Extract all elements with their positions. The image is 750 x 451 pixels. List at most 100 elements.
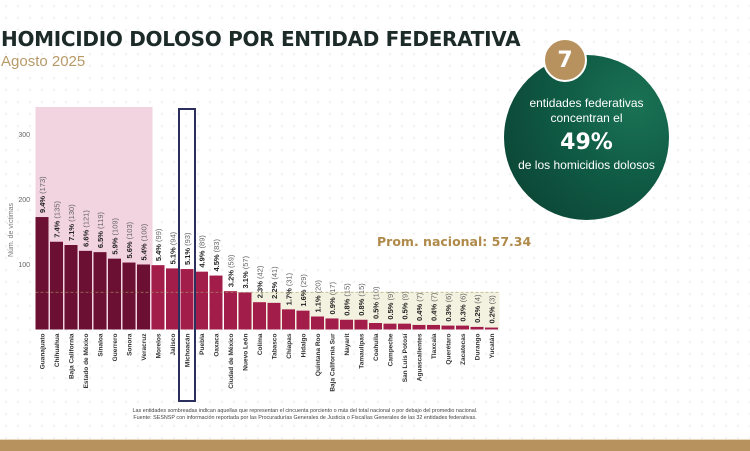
bar-chiapas bbox=[282, 309, 295, 330]
data-label-count: (59) bbox=[227, 254, 236, 268]
data-label-percent: 0.4% bbox=[415, 302, 424, 321]
callout-line2: concentran el bbox=[550, 111, 623, 125]
category-label: Querétaro bbox=[446, 333, 453, 364]
data-label-count: (109) bbox=[111, 217, 120, 235]
data-label: 6.6% (121) bbox=[82, 210, 91, 247]
callout-percent: 49% bbox=[560, 130, 613, 155]
category-label: Chihuahua bbox=[54, 333, 61, 367]
data-label-count: (7) bbox=[430, 292, 439, 302]
data-label: 0.5% (9) bbox=[386, 291, 395, 320]
callout-line1: entidades federativas bbox=[529, 96, 644, 110]
bar-nuevo-le-n bbox=[238, 292, 252, 330]
data-label-count: (103) bbox=[125, 221, 134, 239]
category-label: Baja California Sur bbox=[330, 333, 337, 392]
bar-quintana-roo bbox=[311, 316, 324, 330]
data-label-percent: 0.3% bbox=[459, 302, 468, 321]
data-label: 5.4% (100) bbox=[140, 223, 149, 260]
category-label: Sonora bbox=[127, 333, 134, 356]
data-label-count: (10) bbox=[372, 286, 381, 300]
data-label: 6.5% (119) bbox=[96, 212, 105, 249]
data-label: 0.9% (17) bbox=[328, 281, 337, 314]
data-label-percent: 3.1% bbox=[241, 269, 250, 288]
data-label: 2.2% (41) bbox=[270, 266, 279, 299]
category-label: Morelos bbox=[156, 333, 163, 358]
bar-puebla bbox=[195, 271, 208, 330]
data-label-percent: 0.5% bbox=[386, 300, 395, 319]
category-label: Ciudad de México bbox=[228, 333, 235, 388]
bar-durango bbox=[470, 326, 484, 330]
y-tick-label: 300 bbox=[18, 132, 30, 139]
page-subtitle: Agosto 2025 bbox=[1, 53, 86, 70]
category-label: Durango bbox=[475, 333, 482, 360]
bar-tamaulipas bbox=[354, 319, 368, 330]
data-label-count: (7) bbox=[415, 292, 424, 302]
data-label: 0.3% (6) bbox=[444, 293, 453, 322]
data-label: 9.4% (173) bbox=[38, 176, 47, 213]
data-label-percent: 1.6% bbox=[299, 287, 308, 306]
data-label-percent: 7.1% bbox=[67, 222, 76, 241]
category-label: Zacatecas bbox=[460, 333, 467, 365]
y-tick-label: 200 bbox=[18, 197, 30, 204]
data-label-percent: 0.2% bbox=[488, 304, 497, 323]
bar-oaxaca bbox=[209, 275, 223, 330]
callout-text-top: entidades federativas concentran el bbox=[504, 96, 669, 126]
category-label: Quintana Roo bbox=[315, 333, 322, 376]
data-label: 0.8% (15) bbox=[357, 283, 366, 316]
data-label-percent: 5.9% bbox=[111, 235, 120, 254]
category-label: Campeche bbox=[388, 333, 395, 366]
data-label-count: (6) bbox=[459, 293, 468, 303]
data-label-count: (41) bbox=[270, 266, 279, 280]
data-label-percent: 0.8% bbox=[357, 297, 366, 316]
category-label: Hidalgo bbox=[301, 333, 308, 357]
footnote-source: Fuente: SESNSP con información reportada… bbox=[133, 415, 477, 421]
bar-michoac-n bbox=[180, 269, 194, 330]
data-label-percent: 0.4% bbox=[430, 302, 439, 321]
data-label: 1.7% (31) bbox=[285, 272, 294, 305]
bar-colima bbox=[253, 302, 266, 330]
category-label: San Luis Potosí bbox=[402, 333, 409, 382]
summary-circle bbox=[504, 55, 669, 220]
bar-sonora bbox=[122, 262, 136, 330]
data-label: 5.6% (103) bbox=[125, 221, 134, 258]
count-badge: 7 bbox=[543, 38, 587, 82]
data-label: 0.5% (10) bbox=[372, 286, 381, 319]
data-label-count: (17) bbox=[328, 281, 337, 295]
data-label-count: (99) bbox=[154, 228, 163, 242]
bar-ciudad-de-m-xico bbox=[224, 291, 237, 330]
bar-morelos bbox=[151, 265, 165, 330]
data-label: 3.2% (59) bbox=[227, 254, 236, 287]
data-label: 7.4% (135) bbox=[53, 201, 62, 238]
average-label: Prom. nacional: 57.34 bbox=[377, 234, 532, 249]
bar-zacatecas bbox=[456, 325, 469, 330]
data-label-percent: 5.1% bbox=[169, 245, 178, 264]
category-label: Chiapas bbox=[286, 333, 293, 359]
category-label: Tabasco bbox=[272, 333, 279, 359]
bar-jalisco bbox=[166, 268, 179, 330]
data-label-percent: 6.5% bbox=[96, 229, 105, 248]
bar-estado-de-m-xico bbox=[79, 250, 92, 330]
category-label: Puebla bbox=[199, 333, 206, 355]
category-label: Baja California bbox=[69, 333, 76, 379]
data-label-percent: 0.5% bbox=[372, 300, 381, 319]
bar-aguascalientes bbox=[412, 324, 426, 330]
data-label: 0.3% (6) bbox=[459, 293, 468, 322]
data-label-percent: 0.3% bbox=[444, 302, 453, 321]
category-label: Nuevo León bbox=[243, 333, 250, 370]
selected-entity-outline bbox=[178, 108, 196, 402]
data-label: 4.9% (89) bbox=[198, 235, 207, 268]
data-label: 1.6% (29) bbox=[299, 274, 308, 307]
data-label-count: (31) bbox=[285, 272, 294, 286]
category-label: Tlaxcala bbox=[431, 333, 438, 359]
category-label: Jalisco bbox=[170, 333, 177, 355]
category-label: Michoacán bbox=[185, 333, 192, 367]
bar-hidalgo bbox=[296, 310, 310, 330]
data-label: 5.4% (99) bbox=[154, 228, 163, 261]
data-label-count: (9) bbox=[401, 291, 410, 301]
data-label-count: (93) bbox=[183, 232, 192, 246]
data-label: 5.1% (94) bbox=[169, 231, 178, 264]
data-label-percent: 0.2% bbox=[473, 304, 482, 323]
y-axis-title: Núm. de víctimas bbox=[8, 202, 15, 257]
data-label: 5.9% (109) bbox=[111, 217, 120, 254]
bar-sinaloa bbox=[93, 252, 107, 330]
data-label-count: (100) bbox=[140, 223, 149, 241]
